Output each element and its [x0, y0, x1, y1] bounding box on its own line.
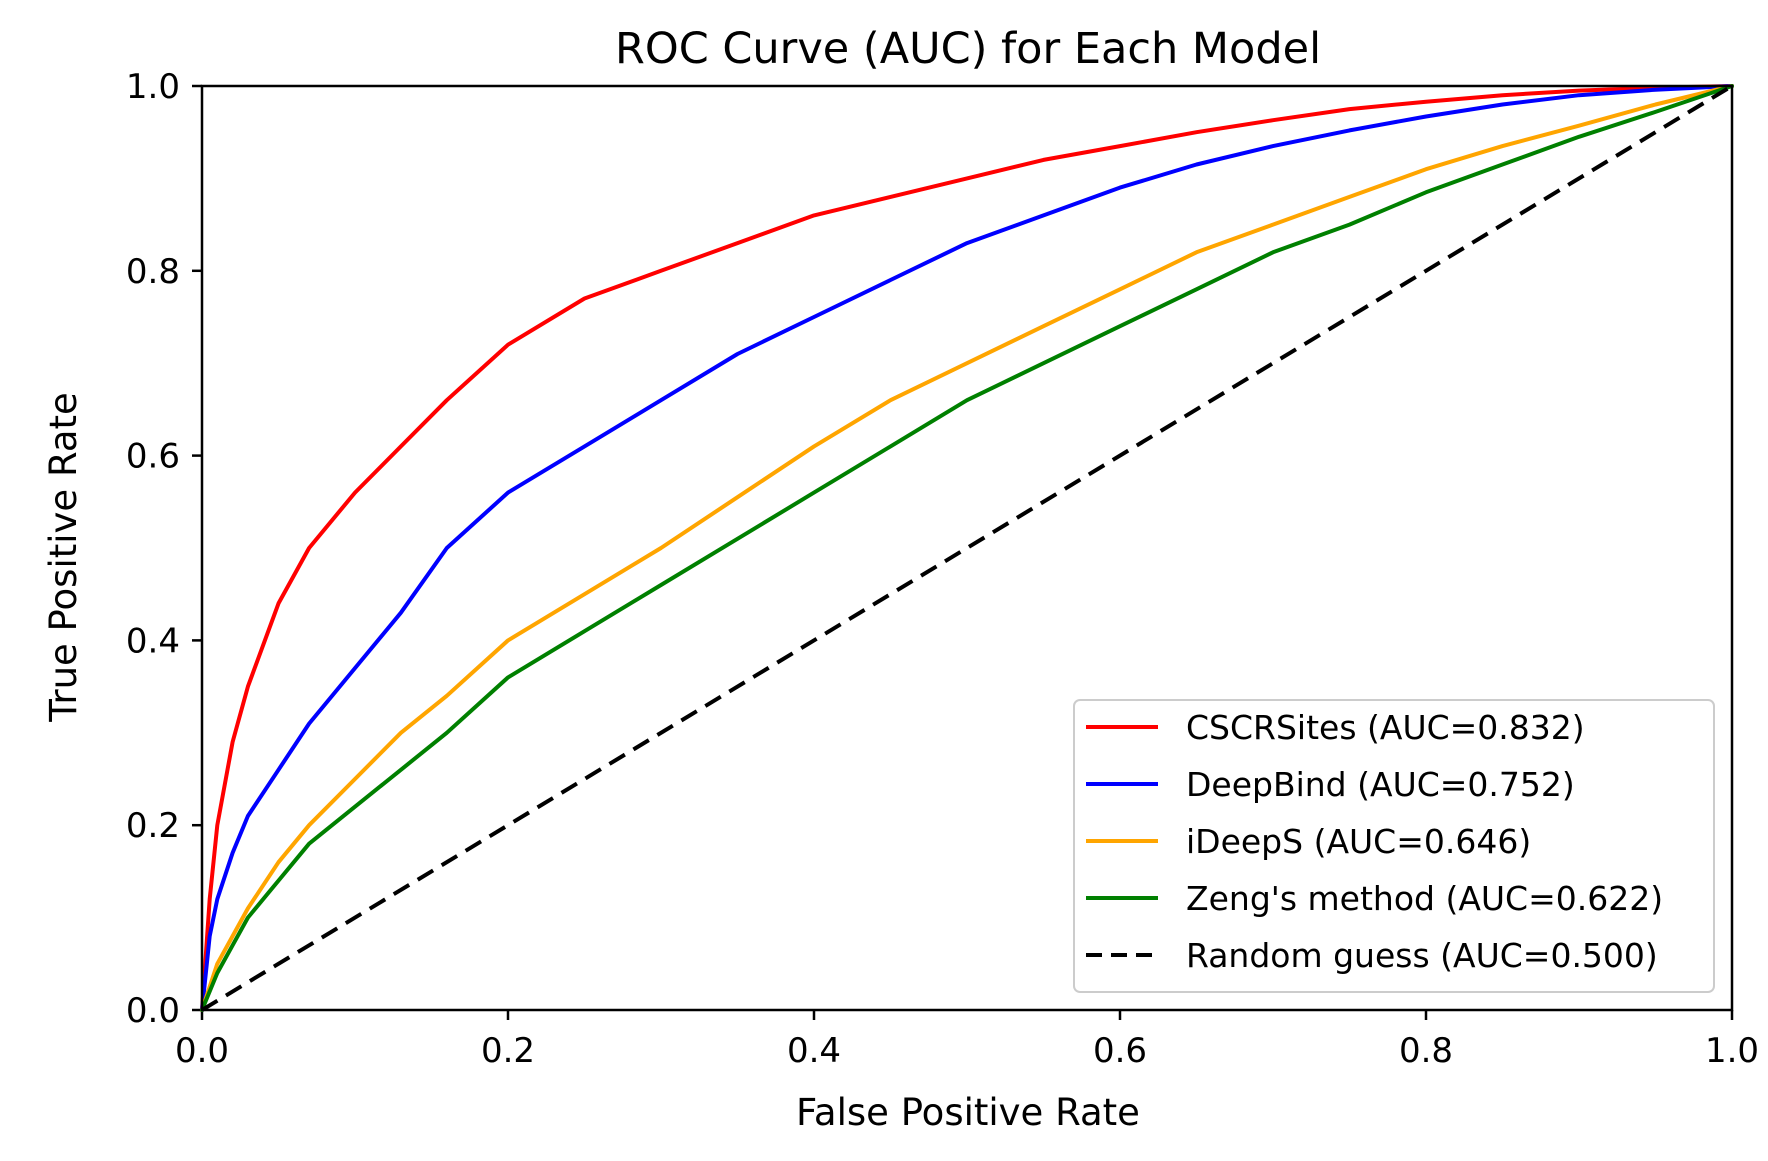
series-line-0 — [200, 84, 1734, 1012]
legend: CSCRSites (AUC=0.832) DeepBind (AUC=0.752… — [1073, 699, 1715, 993]
legend-label-0: CSCRSites (AUC=0.832) — [1186, 708, 1585, 747]
series-line-2 — [200, 84, 1734, 1012]
legend-items: CSCRSites (AUC=0.832) DeepBind (AUC=0.752… — [1086, 708, 1663, 975]
y-axis-label: True Positive Rate — [42, 392, 85, 723]
y-tick-label: 0.2 — [126, 806, 180, 846]
plot-lines — [200, 84, 1734, 1012]
chart-title: ROC Curve (AUC) for Each Model — [615, 24, 1321, 74]
series-line-4 — [200, 84, 1734, 1012]
x-ticks: 0.0 0.2 0.4 0.6 0.8 1.0 — [175, 1010, 1759, 1071]
y-tick-label: 0.6 — [126, 437, 180, 477]
y-tick-label: 0.0 — [126, 991, 180, 1031]
series-line-1 — [200, 84, 1734, 1012]
x-tick-label: 0.2 — [481, 1031, 535, 1071]
y-tick-label: 1.0 — [126, 67, 180, 107]
legend-label-2: iDeepS (AUC=0.646) — [1186, 822, 1531, 861]
legend-box — [1073, 699, 1715, 993]
series-line-3 — [200, 84, 1734, 1012]
legend-label-3: Zeng's method (AUC=0.622) — [1186, 879, 1663, 918]
x-tick-label: 0.8 — [1399, 1031, 1453, 1071]
y-ticks: 0.0 0.2 0.4 0.6 0.8 1.0 — [126, 67, 202, 1031]
x-tick-label: 1.0 — [1705, 1031, 1759, 1071]
plot-frame — [200, 84, 1734, 1012]
legend-label-4: Random guess (AUC=0.500) — [1186, 936, 1658, 975]
x-tick-label: 0.0 — [175, 1031, 229, 1071]
x-tick-label: 0.4 — [787, 1031, 841, 1071]
x-tick-label: 0.6 — [1093, 1031, 1147, 1071]
y-tick-label: 0.4 — [126, 621, 180, 661]
legend-label-1: DeepBind (AUC=0.752) — [1186, 765, 1575, 804]
x-axis-label: False Positive Rate — [796, 1091, 1140, 1134]
y-tick-label: 0.8 — [126, 252, 180, 292]
